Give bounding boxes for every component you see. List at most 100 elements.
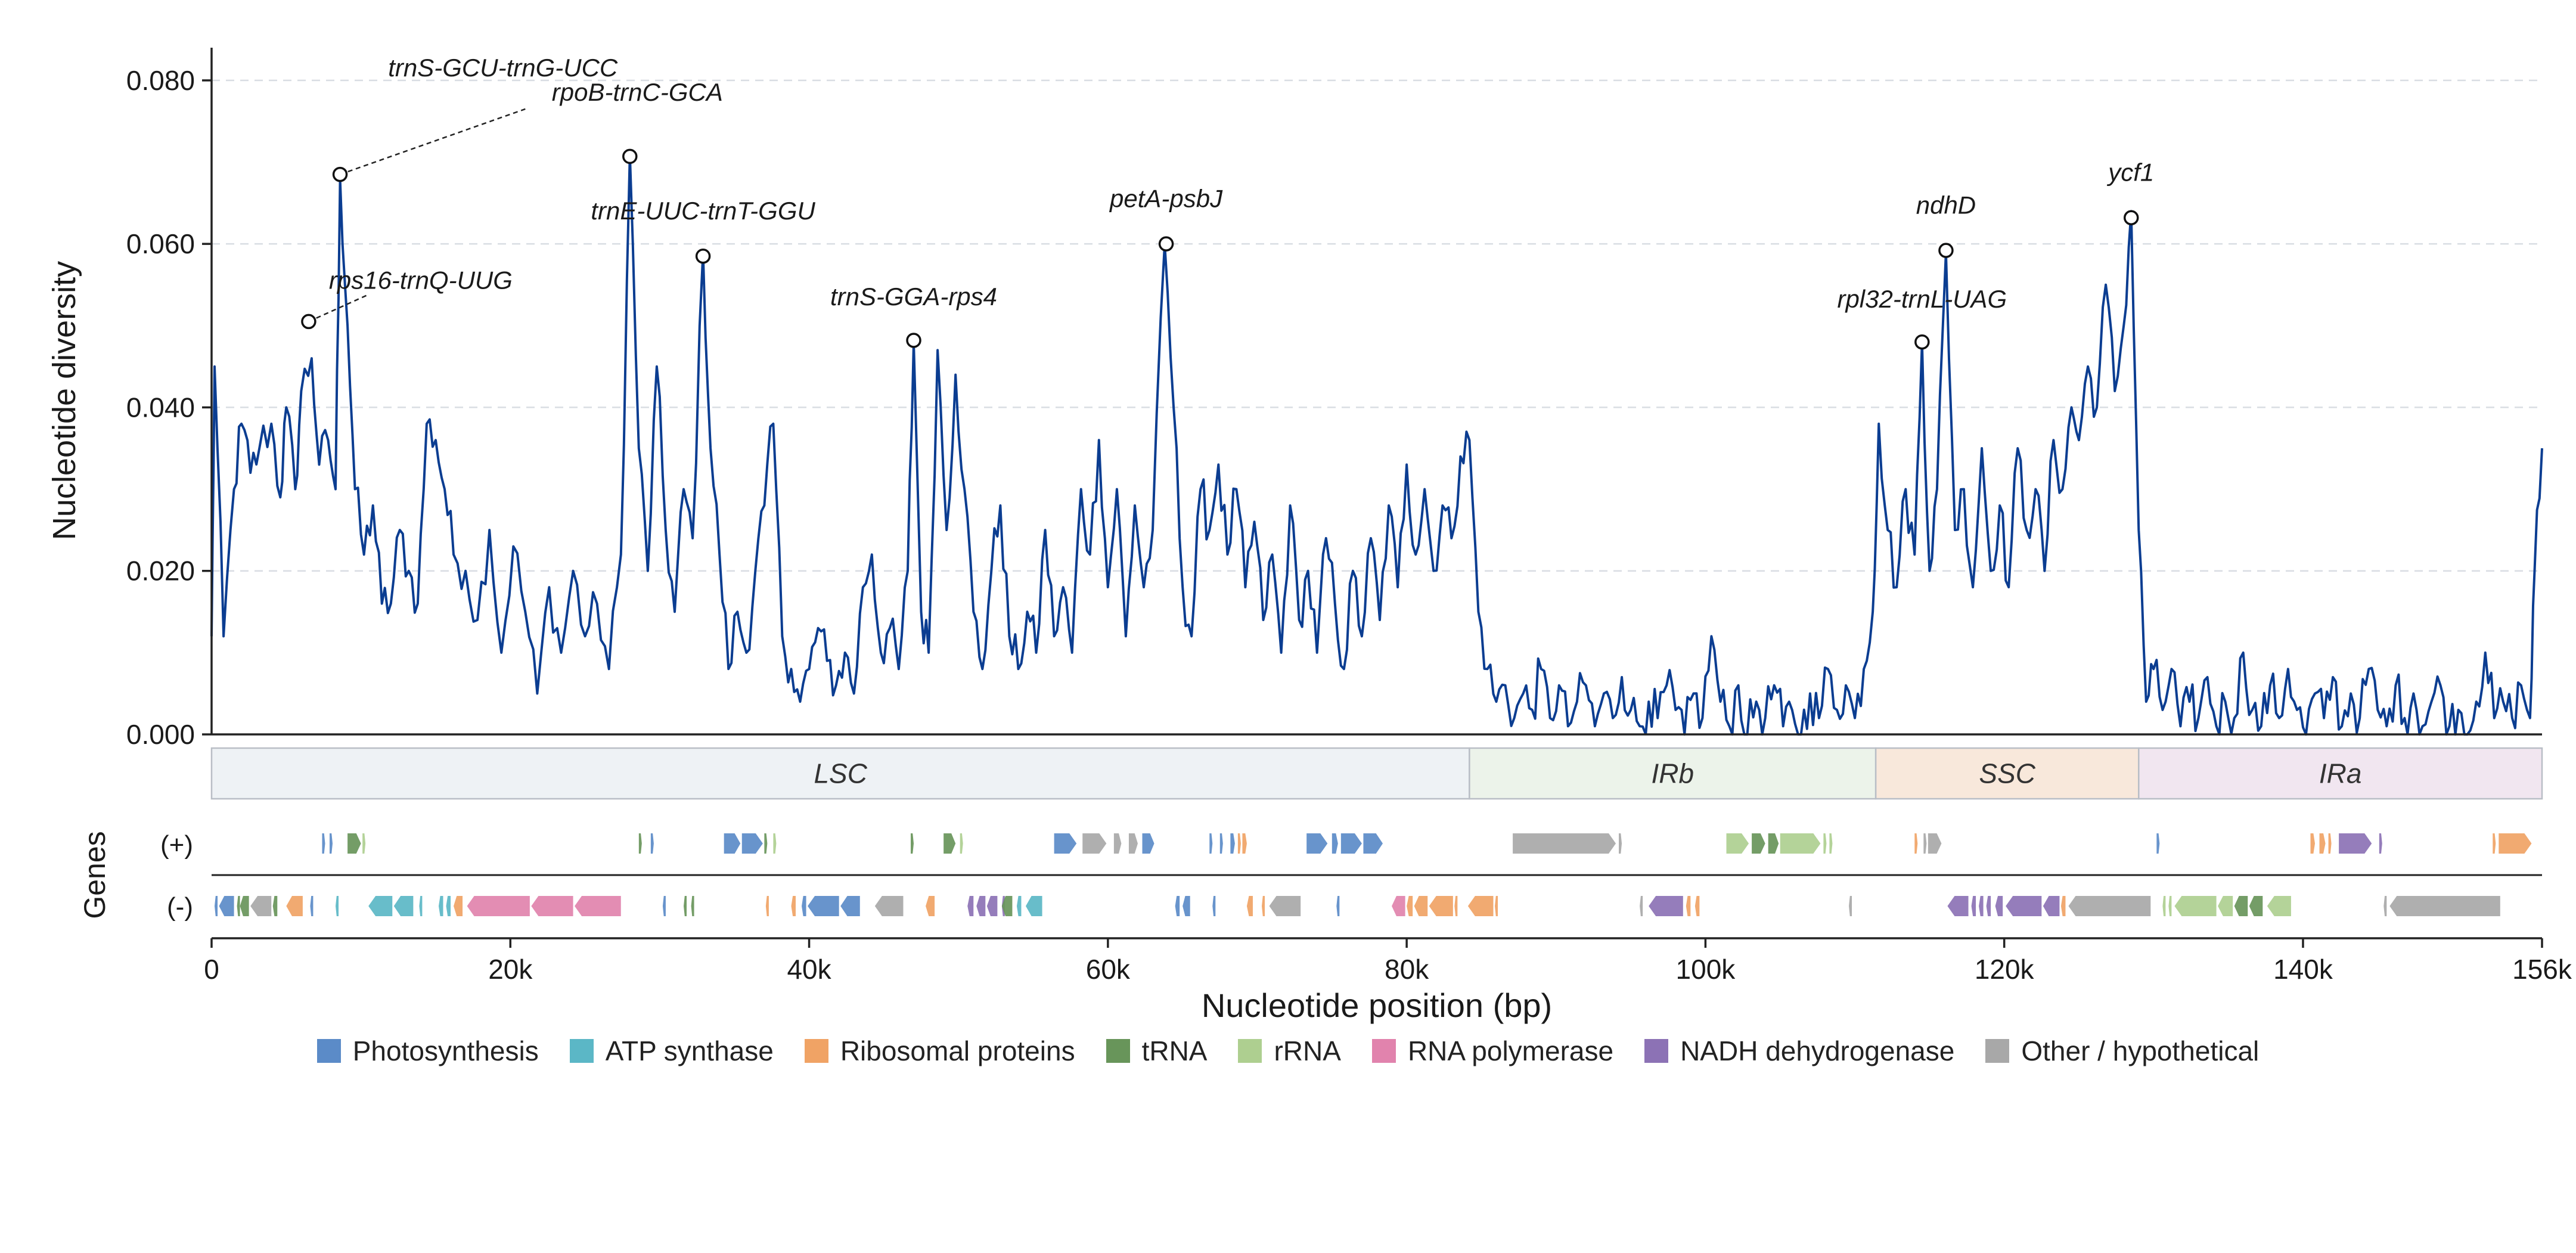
gene-ndh-minus	[1971, 896, 1976, 916]
x-tick-label: 60k	[1086, 954, 1131, 985]
y-tick-label: 0.060	[126, 228, 195, 259]
gene-photo-plus	[330, 833, 333, 854]
gene-ndh-plus	[2339, 833, 2372, 854]
gene-trna-minus	[1001, 896, 1013, 916]
x-tick-label: 80k	[1385, 954, 1429, 985]
gene-photo-minus	[1212, 896, 1216, 916]
legend-swatch	[1238, 1039, 1262, 1063]
peak-marker	[1914, 334, 1930, 350]
gene-photo-minus	[662, 896, 666, 916]
gene-rnap-minus	[1392, 896, 1405, 916]
legend-label: ATP synthase	[605, 1035, 774, 1066]
peak-leader-line	[340, 108, 526, 175]
gene-trna-plus	[1752, 833, 1765, 854]
gene-ribo-minus	[1414, 896, 1428, 916]
x-tick-label: 20k	[488, 954, 533, 985]
legend-label: Ribosomal proteins	[840, 1035, 1075, 1066]
peak-label: ycf1	[2106, 159, 2154, 187]
gene-photo-plus	[1363, 833, 1383, 854]
gene-ribo-plus	[1242, 833, 1247, 854]
gene-photo-plus	[650, 833, 654, 854]
peak-marker	[695, 248, 711, 264]
gene-trna-minus	[691, 896, 694, 916]
gene-other-plus	[1619, 833, 1622, 854]
gene-ribo-minus	[1262, 896, 1265, 916]
peak-marker	[332, 166, 348, 182]
gene-photo-minus	[840, 896, 860, 916]
x-tick-label: 100k	[1676, 954, 1736, 985]
gene-ndh-minus	[2006, 896, 2042, 916]
gene-ndh-minus	[976, 896, 986, 916]
gene-rnap-minus	[575, 896, 621, 916]
gene-photo-minus	[310, 896, 314, 916]
gene-trna-plus	[764, 833, 768, 854]
legend-swatch	[1371, 1039, 1396, 1063]
gene-photo-minus	[1183, 896, 1190, 916]
gene-photo-plus	[1142, 833, 1154, 854]
diversity-line-group	[210, 153, 2543, 736]
gene-ribo-minus	[1407, 896, 1413, 916]
gene-photo-plus	[1230, 833, 1235, 854]
region-ira	[2138, 747, 2543, 800]
gene-rrna-plus	[773, 833, 777, 854]
region-label: SSC	[1979, 758, 2035, 789]
gene-ribo-minus	[765, 896, 769, 916]
gene-ndh-minus	[1947, 896, 1969, 916]
legend-item-rnap: RNA polymerase	[1371, 1035, 1613, 1067]
gene-atp-minus	[446, 896, 451, 916]
gene-ndh-minus	[1649, 896, 1683, 916]
legend-label: NADH dehydrogenase	[1680, 1035, 1955, 1066]
gene-atp-minus	[1025, 896, 1042, 916]
legend-item-trna: tRNA	[1106, 1035, 1208, 1067]
gene-ribo-minus	[1686, 896, 1691, 916]
gene-trna-minus	[237, 896, 240, 916]
peak-marker	[622, 148, 638, 165]
x-tick-label: 0	[204, 954, 219, 985]
gene-other-minus	[1849, 896, 1852, 916]
legend-item-rrna: rRNA	[1238, 1035, 1341, 1067]
region-label: LSC	[814, 758, 867, 789]
gene-rrna-plus	[1726, 833, 1749, 854]
gene-ribo-minus	[1467, 896, 1494, 916]
legend-swatch	[1106, 1039, 1130, 1063]
gene-rrna-minus	[2174, 896, 2217, 916]
gene-ribo-minus	[1246, 896, 1253, 916]
gene-photo-plus	[724, 833, 741, 854]
gene-photo-minus	[1336, 896, 1340, 916]
peak-marker	[1938, 243, 1954, 258]
gene-trna-plus	[1768, 833, 1779, 854]
gene-ribo-minus	[926, 896, 935, 916]
legend-item-other: Other / hypothetical	[1985, 1035, 2259, 1067]
gene-rrna-minus	[2218, 896, 2233, 916]
legend-swatch	[1985, 1039, 2010, 1063]
gene-photo-minus	[808, 896, 839, 916]
region-label: IRa	[2319, 758, 2362, 789]
gene-photo-plus	[2156, 833, 2160, 854]
gene-photo-plus	[1306, 833, 1328, 854]
peak-label: trnS-GCU-trnG-UCC	[388, 54, 618, 82]
gene-ribo-plus	[1914, 833, 1918, 854]
gene-ribo-minus	[1429, 896, 1453, 916]
gene-ribo-minus	[1454, 896, 1458, 916]
gene-photo-plus	[1209, 833, 1213, 854]
gene-photo-minus	[802, 896, 806, 916]
gene-atp-minus	[393, 896, 414, 916]
legend-swatch	[569, 1039, 594, 1063]
gene-trna-minus	[684, 896, 687, 916]
gene-trna-plus	[944, 833, 956, 854]
region-band: LSC IRb SSC IRa	[210, 747, 2543, 800]
minus-strand-label: (-)	[167, 892, 193, 922]
legend-item-atp: ATP synthase	[569, 1035, 774, 1067]
gene-other-minus	[250, 896, 272, 916]
diversity-series-line	[210, 153, 2543, 736]
gene-other-plus	[1082, 833, 1107, 854]
gene-trna-plus	[638, 833, 642, 854]
x-tick-label: 156k	[2512, 954, 2572, 985]
region-lsc	[210, 747, 1470, 800]
legend-item-ndh: NADH dehydrogenase	[1644, 1035, 1954, 1067]
y-tick-label: 0.020	[126, 556, 195, 587]
y-tick-label: 0.000	[126, 719, 195, 750]
legend-label: tRNA	[1141, 1035, 1208, 1066]
gene-rrna-plus	[362, 833, 366, 854]
